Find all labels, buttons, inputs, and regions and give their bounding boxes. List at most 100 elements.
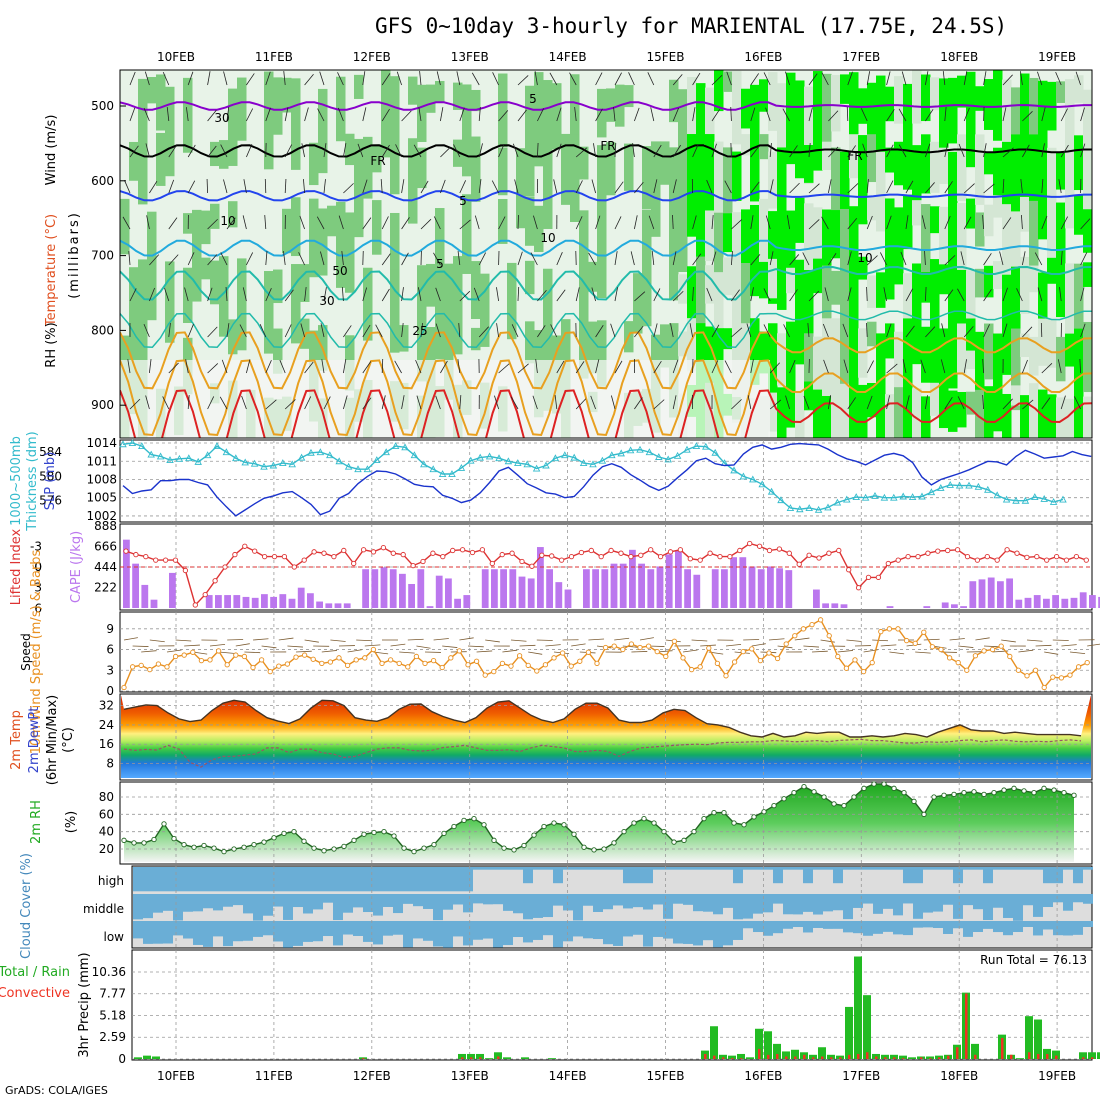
ylabel-temp-1: 2m Temp [9,710,24,770]
cape-bar [224,595,231,608]
precip-convective-bar [740,1058,743,1059]
cloud-bar-high [253,867,263,892]
cape-bar [518,576,526,608]
rh-cell [939,264,949,295]
cape-bar [665,554,673,608]
surface-barb [442,645,458,648]
rh-point [681,837,687,843]
cloud-bar-high [553,867,563,884]
wind-barb [750,215,754,230]
wind-barb [730,142,732,158]
wind-barb [789,145,798,158]
cloud-bar-middle [753,894,763,914]
cloud-bar-middle [773,894,783,904]
wind-speed-point [903,637,910,644]
wind-barb [223,179,228,194]
precip-tick: 5.18 [99,1008,126,1022]
cloud-bar-middle [283,894,293,920]
wind-barb [284,324,292,338]
cloud-bar-low [1023,921,1033,927]
surface-barb [811,650,828,653]
precip-total-bar [827,1054,835,1059]
rh-tick-20: 20 [99,842,114,856]
precip-total-bar [899,1055,907,1059]
wind-barb [510,396,519,410]
cape-bar [215,595,222,608]
wind-barb [168,217,178,230]
rh-cell [939,387,949,429]
wind-barb [537,325,546,338]
isotherm [120,265,1092,301]
rh-cell [822,318,832,401]
wind-barb [595,108,603,122]
isotherm [120,144,1092,158]
wind-barb [613,107,616,122]
cloud-bar-middle [203,894,213,909]
wind-barb [556,143,562,158]
thickness-point [861,493,870,501]
wind-barb [808,183,820,194]
wind-barb [765,215,771,230]
rh-cell [777,201,787,286]
rh-cell [642,146,652,209]
rh-cell [570,74,580,159]
rh-point [501,845,507,851]
wind-barb [614,181,624,194]
precip-total-bar [809,1054,817,1059]
wind-barb [517,363,529,374]
wind-barb [122,216,131,230]
cape-bar [997,581,1004,608]
wind-speed-point [637,644,643,651]
precip-convective-bar [722,1057,725,1059]
rh-cell [759,79,769,112]
wind-barb [692,144,699,158]
rh-point [751,814,757,820]
rh-cell [1038,203,1048,240]
rh-cell [1047,203,1057,271]
thickness-point [824,503,832,511]
rh-cell [849,134,859,179]
precip-convective-bar [839,1057,842,1059]
wind-barb [866,215,873,230]
rh-cell [318,88,328,174]
wind-barb [401,287,404,302]
rh-cell [507,262,517,340]
wind-barb [279,359,286,374]
surface-barb [614,637,630,641]
wind-barb [614,142,617,158]
wind-speed-point [938,646,944,653]
wind-barb [362,361,372,374]
cloud-bar-low [863,921,873,936]
rh-cell [1002,321,1012,375]
cloud-bar-high [1073,867,1083,884]
rh-cell [1056,81,1066,103]
lifted-index-point [519,558,525,565]
cloud-bar-high [923,867,933,870]
rh-cell [282,77,292,113]
cloud-bar-low [483,921,493,939]
rh-cell [435,80,445,103]
surface-barb [639,637,654,641]
lifted-index-point [1024,554,1030,560]
thickness-point [147,450,155,458]
cape-bar [592,569,599,608]
rh-cell [921,326,931,383]
wind-barb [1016,288,1023,302]
rh-point [671,839,677,845]
cloud-bar-middle [683,894,693,905]
rh-tick-80: 80 [99,790,114,804]
rh-cell [399,325,409,352]
cloud-bar-low [203,921,213,947]
cloud-level-middle: middle [83,902,124,916]
cloud-bar-high [543,867,553,870]
wind-barb [1074,396,1081,410]
wind-barb [924,251,926,266]
cloud-bar-low [1033,921,1043,936]
temp-tick-8: 8 [106,757,114,771]
wind-speed-point [912,640,918,646]
wind-barb [750,107,756,122]
cloud-bar-high [1003,867,1013,870]
ylabel-li: Lifted Index [9,528,24,605]
cape-bar [693,574,701,608]
wind-barb [534,71,538,86]
